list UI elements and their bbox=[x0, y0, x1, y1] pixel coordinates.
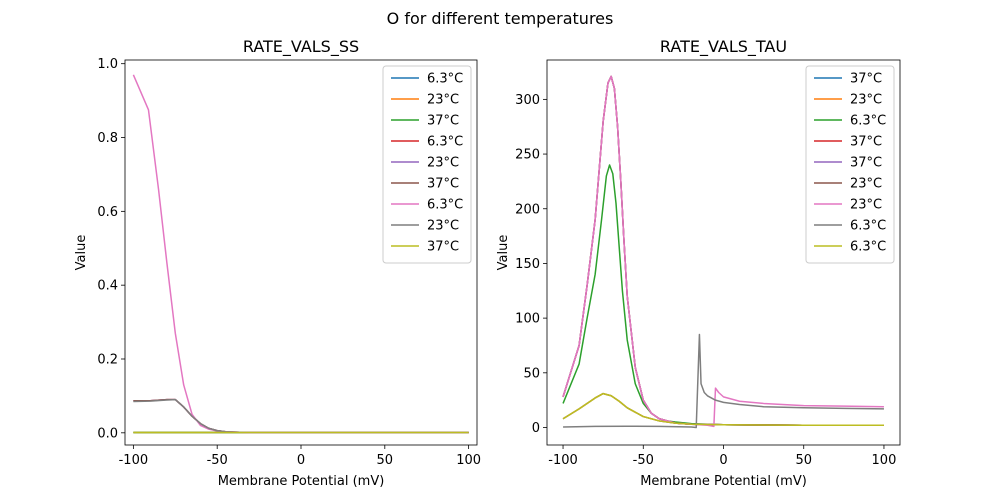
chart-1-ytick-label-3: 150 bbox=[515, 257, 540, 272]
chart-0-legend-label-7: 23°C bbox=[427, 219, 459, 234]
chart-1-ytick-label-2: 100 bbox=[515, 312, 540, 327]
chart-0-ytick-label-1: 0.2 bbox=[97, 352, 118, 367]
chart-1-series-line-1 bbox=[562, 392, 884, 427]
chart-1-legend-label-6: 23°C bbox=[850, 198, 882, 213]
chart-1-legend-label-2: 6.3°C bbox=[850, 114, 886, 129]
chart-1-series-line-0 bbox=[562, 392, 884, 427]
figure-suptitle: O for different temperatures bbox=[387, 9, 614, 28]
chart-0-ytick-label-4: 0.8 bbox=[97, 131, 118, 146]
chart-1-xtick-label-3: 50 bbox=[795, 453, 812, 468]
chart-0-xtick-label-3: 50 bbox=[377, 453, 394, 468]
chart-0-legend-box bbox=[382, 65, 472, 264]
chart-1-xtick-label-0: -100 bbox=[548, 453, 578, 468]
chart-0-legend-label-2: 37°C bbox=[427, 114, 459, 129]
chart-panel-rate-vals-tau: RATE_VALS_TAU -100 -50 0 50 100 0 50 100 150 200 25… bbox=[496, 37, 901, 489]
chart-1-ylabel: Value bbox=[496, 235, 511, 271]
chart-0-legend-label-0: 6.3°C bbox=[427, 72, 463, 87]
chart-0-legend-label-1: 23°C bbox=[427, 93, 459, 108]
chart-1-legend-label-0: 37°C bbox=[850, 72, 882, 87]
chart-1-title: RATE_VALS_TAU bbox=[660, 37, 787, 57]
chart-1-xtick-label-2: 0 bbox=[719, 453, 727, 468]
chart-1-xlabel: Membrane Potential (mV) bbox=[640, 474, 807, 489]
chart-1-ytick-label-6: 300 bbox=[515, 93, 540, 108]
chart-0-ytick-label-2: 0.4 bbox=[97, 279, 118, 294]
chart-0-series-group bbox=[132, 74, 469, 434]
chart-1-ytick-label-5: 250 bbox=[515, 148, 540, 163]
chart-1-series-line-7 bbox=[563, 333, 884, 429]
chart-0-series-line-5 bbox=[133, 398, 469, 434]
chart-1-legend-label-5: 23°C bbox=[850, 177, 882, 192]
chart-0-xtick-label-4: 100 bbox=[456, 453, 481, 468]
chart-1-ytick-label-1: 50 bbox=[523, 366, 540, 381]
chart-1-legend: 37°C 23°C 6.3°C 37°C 37°C 23°C 23°C 6.3°C 6.3°C bbox=[805, 65, 895, 264]
chart-panel-rate-vals-ss: RATE_VALS_SS -100 -50 0 50 100 0.0 0.2 0.4 0.6 0.8… bbox=[74, 37, 481, 489]
chart-1-ytick-label-4: 200 bbox=[515, 202, 540, 217]
chart-1-series-group bbox=[562, 75, 884, 429]
chart-0-legend-label-5: 37°C bbox=[427, 177, 459, 192]
chart-0-legend-label-8: 37°C bbox=[427, 240, 459, 255]
chart-0-xtick-label-2: 0 bbox=[297, 453, 305, 468]
chart-0-ytick-label-3: 0.6 bbox=[97, 205, 118, 220]
chart-1-xtick-label-1: -50 bbox=[633, 453, 654, 468]
chart-0-ytick-label-0: 0.0 bbox=[97, 426, 118, 441]
chart-0-legend: 6.3°C 23°C 37°C 6.3°C 23°C 37°C 6.3°C 23°C 37°C bbox=[382, 65, 472, 264]
chart-0-ylabel: Value bbox=[74, 235, 89, 271]
chart-0-series-line-4 bbox=[133, 398, 469, 434]
chart-0-xtick-label-1: -50 bbox=[207, 453, 228, 468]
chart-1-series-line-8 bbox=[562, 392, 884, 427]
chart-1-legend-label-1: 23°C bbox=[850, 93, 882, 108]
chart-1-ytick-label-0: 0 bbox=[532, 421, 540, 436]
chart-0-legend-label-3: 6.3°C bbox=[427, 135, 463, 150]
chart-0-legend-label-6: 6.3°C bbox=[427, 198, 463, 213]
chart-1-legend-box bbox=[805, 65, 895, 264]
chart-0-xtick-label-0: -100 bbox=[119, 453, 149, 468]
chart-1-xtick-label-4: 100 bbox=[872, 453, 897, 468]
chart-0-title: RATE_VALS_SS bbox=[243, 37, 359, 57]
chart-1-legend-label-4: 37°C bbox=[850, 156, 882, 171]
chart-0-ytick-label-5: 1.0 bbox=[97, 57, 118, 72]
chart-0-legend-label-4: 23°C bbox=[427, 156, 459, 171]
chart-0-series-line-7 bbox=[133, 398, 469, 434]
chart-0-series-line-3 bbox=[133, 398, 469, 434]
chart-1-legend-label-8: 6.3°C bbox=[850, 240, 886, 255]
chart-1-legend-label-7: 6.3°C bbox=[850, 219, 886, 234]
chart-0-xlabel: Membrane Potential (mV) bbox=[218, 474, 385, 489]
chart-1-series-line-6 bbox=[562, 75, 884, 428]
chart-1-legend-label-3: 37°C bbox=[850, 135, 882, 150]
